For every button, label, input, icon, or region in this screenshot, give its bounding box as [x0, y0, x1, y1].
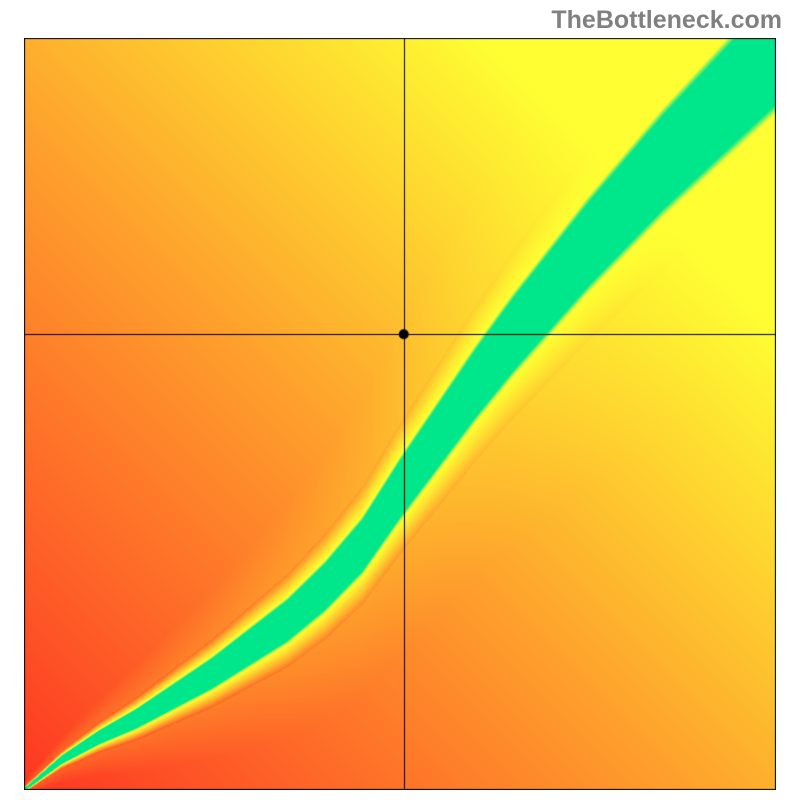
bottleneck-heatmap — [24, 38, 776, 790]
attribution-text: TheBottleneck.com — [551, 6, 782, 35]
heatmap-canvas — [24, 38, 776, 790]
